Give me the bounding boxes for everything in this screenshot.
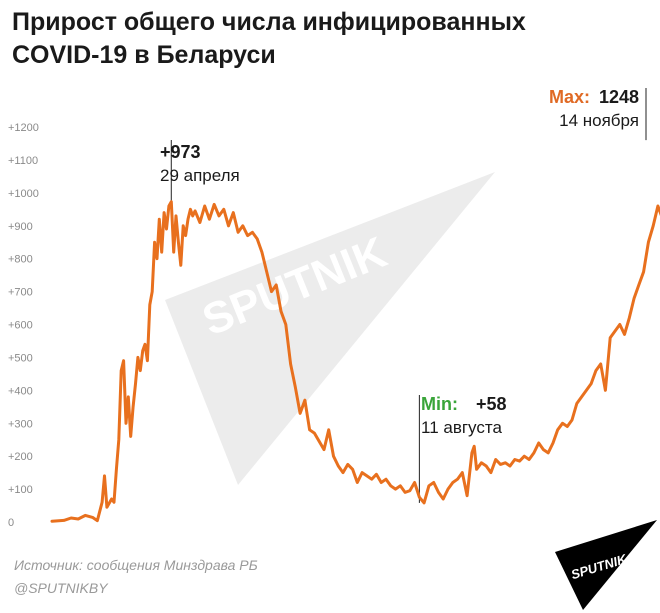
y-tick-label: +100 xyxy=(8,484,33,496)
min-annotation: Min: +58 11 августа xyxy=(421,394,507,437)
y-tick-label: +400 xyxy=(8,385,33,397)
social-handle: @SPUTNIKBY xyxy=(14,580,108,596)
watermark-triangle xyxy=(165,172,495,485)
y-tick-label: 0 xyxy=(8,517,14,529)
annotation-lines xyxy=(170,88,647,503)
sputnik-logo: SPUTNIK xyxy=(555,520,657,610)
min-date: 11 августа xyxy=(421,418,502,437)
y-tick-label: +1200 xyxy=(8,122,39,134)
sputnik-watermark: SPUTNIK xyxy=(165,172,495,485)
source-note: Источник: сообщения Минздрава РБ xyxy=(14,557,258,573)
logo-triangle xyxy=(555,520,657,610)
y-tick-label: +300 xyxy=(8,418,33,430)
y-tick-label: +700 xyxy=(8,287,33,299)
y-tick-label: +800 xyxy=(8,254,33,266)
y-axis-ticks: 0 +100 +200 +300 +400 +500 +600 +700 +800 +900 +10… xyxy=(8,122,39,529)
y-tick-label: +200 xyxy=(8,451,33,463)
series-line xyxy=(50,200,660,523)
title-line-2: COVID-19 в Беларуси xyxy=(12,41,276,69)
max-value: 1248 xyxy=(599,87,639,107)
min-label: Min: xyxy=(421,394,458,414)
y-tick-label: +600 xyxy=(8,320,33,332)
max-label: Max: xyxy=(549,87,590,107)
peak-date: 29 апреля xyxy=(160,166,240,185)
y-tick-label: +900 xyxy=(8,221,33,233)
y-tick-label: +500 xyxy=(8,352,33,364)
peak-annotation: +973 29 апреля xyxy=(160,142,240,185)
chart-title: Прирост общего числа инфицированных COVI… xyxy=(12,6,612,72)
max-annotation: Max: 1248 14 ноября xyxy=(549,87,639,130)
min-value: +58 xyxy=(476,394,507,414)
y-tick-label: +1000 xyxy=(8,188,39,200)
max-date: 14 ноября xyxy=(559,111,639,130)
y-tick-label: +1100 xyxy=(8,155,38,167)
title-line-1: Прирост общего числа инфицированных xyxy=(12,8,526,36)
peak-value: +973 xyxy=(160,142,201,162)
